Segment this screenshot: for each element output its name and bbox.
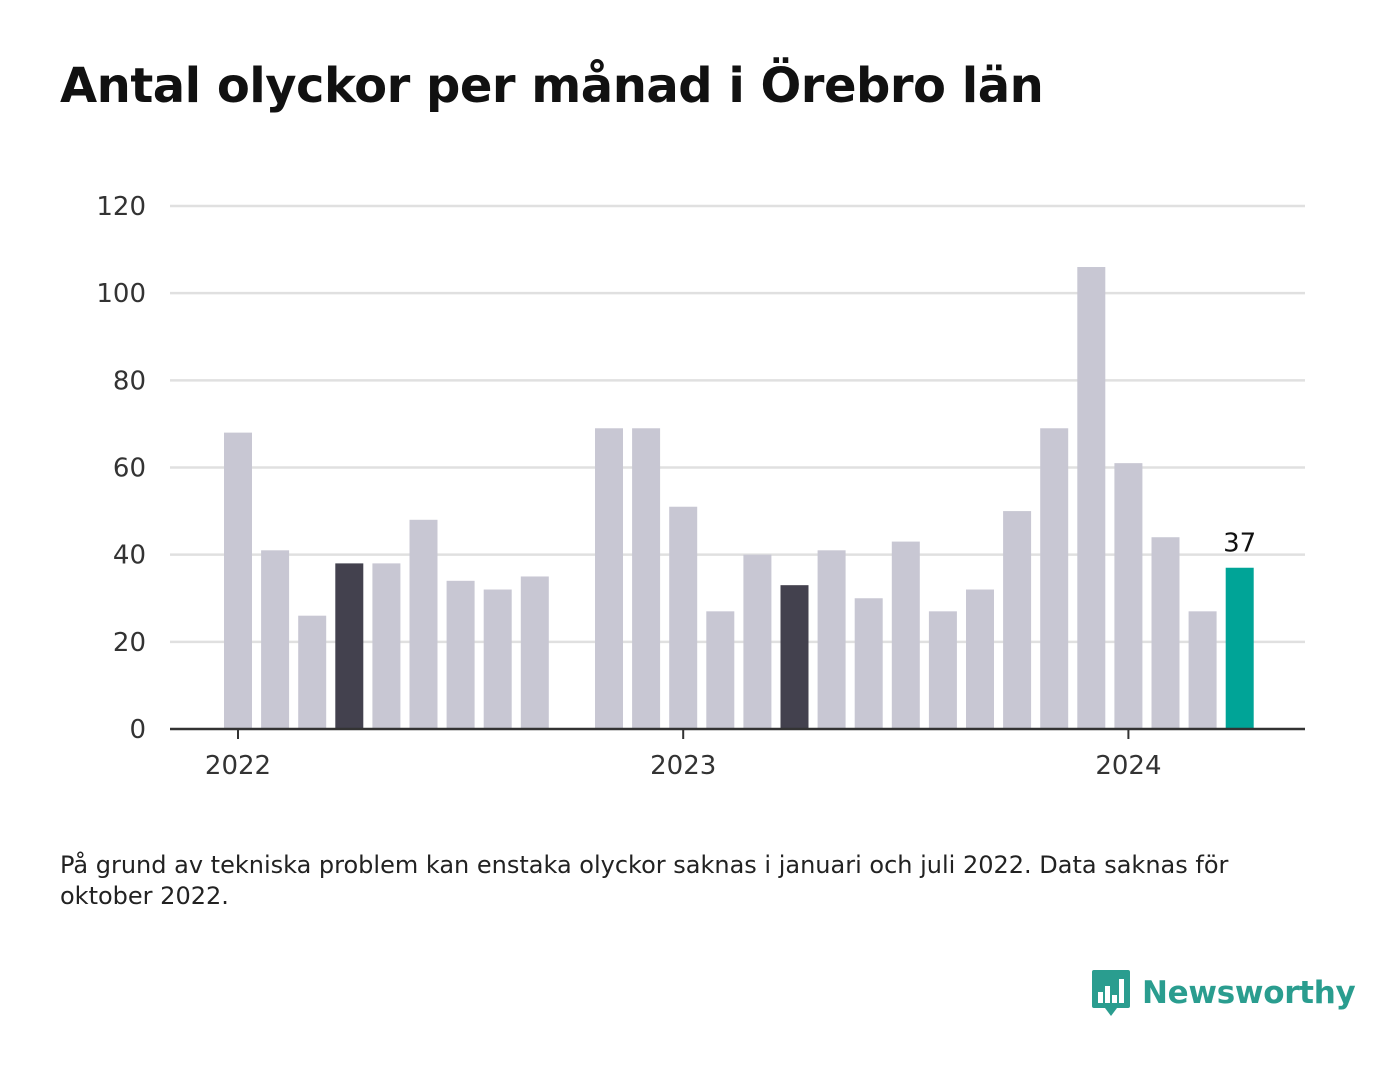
bar-2022-03: [298, 615, 327, 729]
y-tick-label: 40: [113, 541, 146, 571]
chart-title: Antal olyckor per månad i Örebro län: [60, 58, 1044, 114]
x-tick-label: 2023: [650, 751, 716, 781]
bar-2023-03: [743, 554, 772, 729]
bar-2023-01: [669, 506, 698, 729]
bar-chart: 0 20 40 60 80 100 120 2022 2023 2024 37: [96, 192, 1305, 781]
y-axis-ticks: 0 20 40 60 80 100 120: [96, 192, 146, 745]
bar-2023-10: [1003, 511, 1032, 729]
bar-2022-04: [335, 563, 364, 729]
bar-2023-09: [966, 589, 994, 729]
y-tick-label: 100: [96, 279, 146, 309]
bar-2022-12: [632, 428, 661, 729]
y-tick-label: 20: [113, 628, 146, 658]
bars: [224, 267, 1254, 729]
bar-2023-02: [706, 611, 735, 729]
bar-2022-01: [224, 432, 252, 729]
bar-2023-06: [854, 598, 883, 729]
bar-2023-04: [780, 585, 809, 729]
y-tick-label: 60: [113, 454, 146, 484]
y-tick-label: 0: [129, 715, 146, 745]
bar-2023-08: [928, 611, 957, 729]
bar-2023-11: [1040, 428, 1069, 729]
bar-2022-07: [446, 580, 475, 729]
data-label: 37: [1223, 529, 1256, 559]
bar-2022-06: [409, 519, 438, 729]
bar-2023-05: [817, 550, 846, 729]
brand-name: Newsworthy: [1142, 975, 1356, 1011]
bar-2022-02: [261, 550, 290, 729]
x-tick-label: 2022: [205, 751, 271, 781]
data-labels: 37: [1223, 529, 1256, 559]
x-tick-label: 2024: [1095, 751, 1161, 781]
brand-logo[interactable]: Newsworthy: [1090, 968, 1356, 1018]
bar-2024-01: [1114, 463, 1143, 729]
bar-2024-02: [1151, 537, 1180, 729]
bar-2023-07: [891, 541, 920, 729]
footnote: På grund av tekniska problem kan enstaka…: [60, 851, 1229, 910]
bar-2023-12: [1077, 267, 1106, 729]
bar-chart-logo-icon: [1092, 970, 1130, 1016]
bar-2024-04: [1225, 567, 1254, 729]
y-tick-label: 120: [96, 192, 146, 222]
bar-2022-09: [520, 576, 549, 729]
bar-2024-03: [1188, 611, 1217, 729]
y-tick-label: 80: [113, 366, 146, 396]
bar-2022-05: [372, 563, 401, 729]
bar-2022-08: [483, 589, 512, 729]
x-axis: 2022 2023 2024: [170, 727, 1305, 781]
bar-2022-11: [595, 428, 623, 729]
